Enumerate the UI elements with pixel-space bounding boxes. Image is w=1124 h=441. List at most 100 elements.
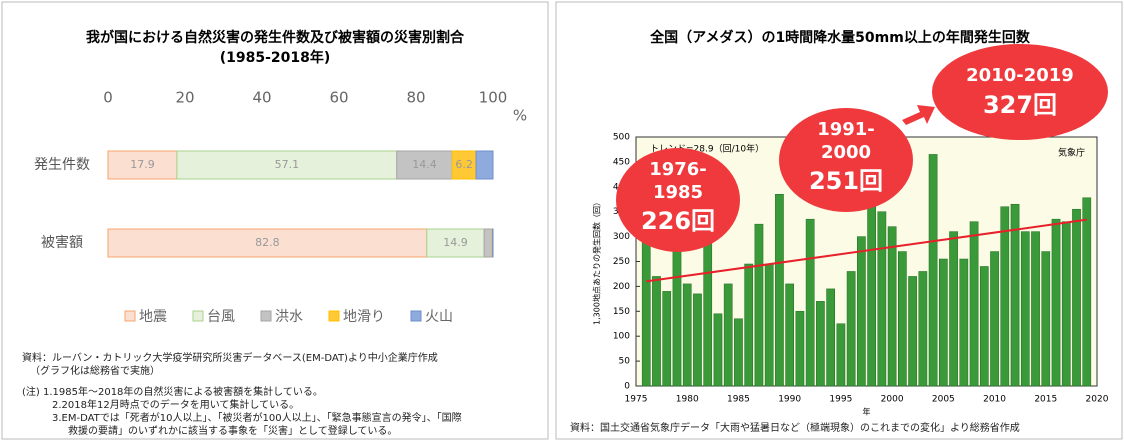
bar: [693, 293, 702, 387]
category-label: 被害額: [41, 235, 83, 251]
note: (注) 1.1985年～2018年の自然災害による被害額を集計している。: [22, 385, 323, 398]
bar: [846, 271, 856, 387]
x-tick-label: 1990: [778, 395, 801, 405]
bar: [857, 236, 866, 387]
x-tick-label: 20: [175, 89, 194, 107]
bar: [959, 258, 969, 387]
bar: [775, 194, 784, 387]
legend-swatch: [192, 310, 204, 322]
bar: [918, 271, 928, 387]
bar: [1031, 231, 1040, 387]
y-tick-label: 450: [613, 157, 630, 167]
left-panel: [1, 1, 549, 440]
y-tick-label: 100: [613, 332, 630, 342]
y-tick-label: 150: [613, 307, 630, 317]
right-panel: [555, 1, 1123, 440]
x-tick-label: 100: [479, 89, 508, 107]
y-tick-label: 250: [613, 257, 630, 267]
period-range: 2010-2019: [966, 65, 1074, 86]
category-label: 発生件数: [34, 157, 90, 173]
bar: [723, 283, 733, 387]
legend-label: 火山: [425, 309, 453, 325]
bar: [672, 241, 682, 387]
legend-label: 洪水: [275, 309, 303, 325]
agency-label: 気象庁: [1058, 147, 1085, 159]
bar: [744, 263, 754, 387]
period-bubble: [932, 44, 1108, 140]
y-tick-label: 50: [619, 357, 631, 367]
x-tick-label: 1995: [829, 395, 852, 405]
bar: [652, 276, 661, 387]
period-bubble: [616, 148, 740, 252]
bar-segment: [475, 150, 494, 180]
bar: [641, 241, 651, 387]
value-label: 82.8: [255, 236, 280, 249]
chart-title: 全国（アメダス）の1時間降水量50mm以上の年間発生回数: [649, 29, 1031, 46]
legend-label: 地滑り: [343, 308, 385, 325]
period-count: 251回: [809, 167, 883, 195]
x-tick-label: 1985: [727, 395, 750, 405]
bar: [979, 266, 989, 387]
note: 救援の要請」のいずれかに該当する事象を「災害」として登録している。: [68, 424, 397, 437]
note: 2.2018年12月時点でのデータを用いて集計している。: [52, 398, 299, 411]
period-count: 226回: [641, 207, 715, 235]
trend-line: [646, 218, 1087, 283]
bar: [1051, 218, 1061, 387]
bar: [836, 323, 846, 387]
period-range: 2000: [821, 142, 871, 163]
x-tick-label: 2010: [983, 395, 1006, 405]
legend-swatch: [260, 310, 272, 322]
x-tick-label: 2005: [932, 395, 955, 405]
x-tick-label: 2020: [1086, 395, 1109, 405]
legend-swatch: [124, 310, 136, 322]
bar: [1000, 206, 1010, 387]
x-tick-label: 0: [103, 89, 113, 107]
bar: [764, 263, 774, 387]
value-label: 17.9: [130, 158, 155, 171]
chart-title: 我が国における自然災害の発生件数及び被害額の災害別割合: [86, 29, 465, 46]
arrow: [902, 105, 935, 125]
x-tick-label: 2000: [881, 395, 904, 405]
y-tick-label: 500: [613, 133, 630, 143]
y-tick-label: 200: [613, 282, 630, 292]
value-label: 14.9: [443, 236, 468, 249]
bar: [1061, 221, 1071, 387]
bar: [1020, 231, 1030, 387]
legend-swatch: [328, 310, 340, 322]
period-bubble: [779, 108, 913, 212]
value-label: 57.1: [275, 158, 300, 171]
bar: [949, 231, 958, 387]
x-axis-label: 年: [863, 407, 871, 417]
bar: [898, 251, 907, 387]
note: （グラフ化は総務省で実施）: [30, 364, 160, 377]
bar-segment: [107, 150, 178, 180]
bar: [908, 276, 917, 387]
note: 3.EM-DATでは「死者が10人以上」、「被災者が100人以上」、「緊急事態宣…: [52, 411, 462, 424]
bar-segment: [426, 228, 485, 258]
period-range: 1976-: [649, 159, 707, 180]
bar: [682, 283, 692, 387]
x-tick-label: 40: [252, 89, 271, 107]
bar: [867, 196, 876, 387]
bar: [928, 154, 938, 387]
value-label: 14.4: [412, 158, 437, 171]
bar: [938, 258, 948, 387]
bar: [805, 218, 815, 387]
y-tick-label: 0: [624, 382, 630, 392]
bar: [662, 291, 672, 387]
bar-segment: [176, 150, 398, 180]
bar: [990, 251, 999, 387]
bar: [826, 288, 835, 387]
x-tick-label: 1980: [676, 395, 699, 405]
bar: [1010, 203, 1020, 387]
bar: [1072, 208, 1081, 387]
legend-swatch: [410, 310, 422, 322]
y-tick-label: 300: [613, 232, 630, 242]
y-axis-label: 1,300地点あたりの発生回数（回）: [592, 198, 602, 325]
bar: [703, 236, 713, 387]
bar: [754, 223, 764, 387]
bar: [1041, 251, 1051, 387]
bar: [816, 301, 825, 387]
note: 資料：ルーバン・カトリック大学疫学研究所災害データベース(EM-DAT)より中小…: [22, 351, 438, 364]
